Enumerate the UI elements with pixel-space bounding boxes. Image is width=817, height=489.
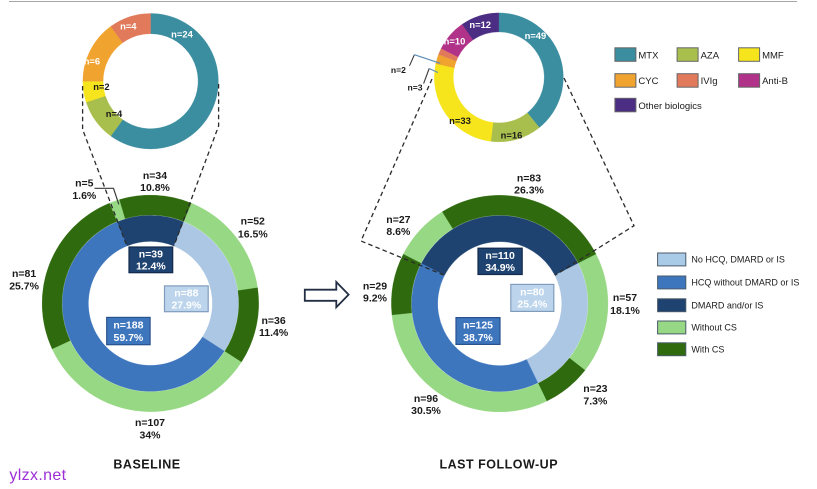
svg-text:n=4: n=4 xyxy=(106,108,123,119)
svg-text:n=27: n=27 xyxy=(386,214,410,226)
svg-text:59.7%: 59.7% xyxy=(114,332,144,344)
svg-text:n=125: n=125 xyxy=(463,320,493,332)
svg-text:With CS: With CS xyxy=(691,344,724,354)
svg-text:Anti-B: Anti-B xyxy=(762,76,788,87)
svg-text:LAST FOLLOW-UP: LAST FOLLOW-UP xyxy=(440,457,559,471)
svg-text:n=33: n=33 xyxy=(449,115,471,126)
svg-text:MMF: MMF xyxy=(762,50,784,61)
svg-text:CYC: CYC xyxy=(638,76,658,87)
svg-text:n=10: n=10 xyxy=(444,36,466,47)
svg-text:n=49: n=49 xyxy=(525,30,547,41)
svg-text:n=110: n=110 xyxy=(485,250,515,262)
svg-text:n=83: n=83 xyxy=(517,173,541,185)
svg-text:DMARD and/or IS: DMARD and/or IS xyxy=(691,300,763,310)
svg-text:30.5%: 30.5% xyxy=(411,405,441,417)
svg-text:Other biologics: Other biologics xyxy=(638,101,702,112)
svg-text:n=57: n=57 xyxy=(613,292,637,304)
svg-text:8.6%: 8.6% xyxy=(386,226,411,238)
svg-text:34%: 34% xyxy=(139,430,161,442)
svg-text:BASELINE: BASELINE xyxy=(113,457,180,471)
svg-text:IVIg: IVIg xyxy=(701,76,718,87)
svg-text:n=34: n=34 xyxy=(143,170,167,182)
svg-text:n=16: n=16 xyxy=(501,130,523,141)
svg-text:n=3: n=3 xyxy=(407,82,422,92)
svg-text:MTX: MTX xyxy=(638,50,659,61)
svg-text:25.7%: 25.7% xyxy=(9,280,39,292)
svg-text:n=4: n=4 xyxy=(120,21,137,32)
svg-text:No HCQ, DMARD or IS: No HCQ, DMARD or IS xyxy=(691,255,785,265)
svg-text:16.5%: 16.5% xyxy=(238,228,268,240)
svg-text:n=5: n=5 xyxy=(75,177,94,189)
svg-text:n=2: n=2 xyxy=(391,65,406,75)
svg-text:n=2: n=2 xyxy=(93,81,109,92)
svg-text:n=107: n=107 xyxy=(135,417,165,429)
svg-text:HCQ without DMARD or IS: HCQ without DMARD or IS xyxy=(691,278,799,288)
svg-text:1.6%: 1.6% xyxy=(72,190,97,202)
svg-text:AZA: AZA xyxy=(701,50,720,61)
svg-text:n=88: n=88 xyxy=(174,287,198,299)
svg-text:n=52: n=52 xyxy=(241,216,265,228)
svg-text:7.3%: 7.3% xyxy=(583,396,608,408)
svg-text:n=12: n=12 xyxy=(469,19,491,30)
svg-text:10.8%: 10.8% xyxy=(140,182,170,194)
svg-text:n=36: n=36 xyxy=(261,315,285,327)
svg-text:27.9%: 27.9% xyxy=(171,300,201,312)
svg-text:11.4%: 11.4% xyxy=(259,327,289,339)
svg-text:26.3%: 26.3% xyxy=(514,185,544,197)
svg-text:n=188: n=188 xyxy=(113,320,143,332)
svg-text:9.2%: 9.2% xyxy=(363,293,388,305)
svg-text:n=81: n=81 xyxy=(12,268,36,280)
svg-text:n=23: n=23 xyxy=(583,383,607,395)
svg-text:25.4%: 25.4% xyxy=(517,299,547,311)
svg-text:18.1%: 18.1% xyxy=(610,305,640,317)
svg-text:38.7%: 38.7% xyxy=(463,332,493,344)
svg-text:n=24: n=24 xyxy=(171,28,193,39)
svg-text:Without CS: Without CS xyxy=(691,323,737,333)
svg-text:34.9%: 34.9% xyxy=(485,262,515,274)
svg-text:n=6: n=6 xyxy=(84,56,100,67)
svg-text:12.4%: 12.4% xyxy=(136,261,166,273)
svg-text:n=29: n=29 xyxy=(363,280,387,292)
svg-text:n=80: n=80 xyxy=(520,287,544,299)
svg-text:n=39: n=39 xyxy=(139,248,163,260)
svg-text:n=96: n=96 xyxy=(414,393,438,405)
svg-text:ylzx.net: ylzx.net xyxy=(9,467,66,484)
